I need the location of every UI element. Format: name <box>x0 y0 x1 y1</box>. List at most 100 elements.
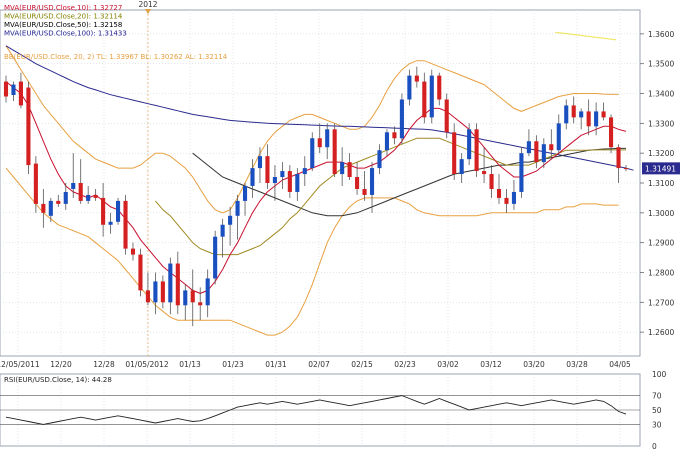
legend-entry: MVA(EUR/USD.Close,50): 1.32158 <box>4 21 122 29</box>
price-tick-label: 1.2900 <box>648 239 674 248</box>
candle <box>183 284 188 321</box>
candle <box>609 114 614 154</box>
candle <box>272 165 277 201</box>
mva20-line <box>155 137 626 256</box>
candle-body <box>101 197 106 225</box>
candle <box>48 197 53 222</box>
candle-body <box>175 263 180 306</box>
candle-body <box>519 153 524 192</box>
candle <box>392 126 397 145</box>
candle-body <box>18 81 23 106</box>
candle <box>384 129 390 157</box>
candle-body <box>138 254 143 291</box>
candle-body <box>586 111 591 127</box>
candle-body <box>571 105 576 118</box>
candle <box>205 269 210 318</box>
candle-body <box>11 84 16 96</box>
year-marker-label: 2012 <box>138 0 157 9</box>
bb-lower-line <box>5 167 619 336</box>
candle <box>564 99 569 130</box>
candle <box>33 156 38 213</box>
candle-body <box>160 281 165 303</box>
candle-body <box>287 171 292 192</box>
rsi-tick-label: 70 <box>652 392 662 401</box>
candle-body <box>594 111 599 127</box>
candle <box>601 102 606 121</box>
x-tick-label: 01/31 <box>265 360 287 369</box>
candle <box>115 197 121 225</box>
legend-entry: MVA(EUR/USD.Close,20): 1.32114 <box>4 13 123 21</box>
candle <box>168 257 173 315</box>
candle <box>317 123 322 154</box>
candle-body <box>362 188 367 195</box>
candle <box>153 272 158 315</box>
candle-body <box>452 132 457 175</box>
candle-body <box>556 123 561 151</box>
candle <box>467 123 472 166</box>
candle <box>3 75 9 103</box>
candle-body <box>482 171 487 175</box>
candle-body <box>347 162 352 178</box>
candle <box>347 153 352 181</box>
candle <box>519 147 524 198</box>
candle <box>616 144 621 183</box>
x-tick-label: 01/13 <box>179 360 201 369</box>
candle-body <box>205 278 210 306</box>
legend-entry: MVA(EUR/USD.Close,10): 1.32727 <box>4 4 122 12</box>
candle-body <box>437 75 442 100</box>
candle-body <box>280 171 285 178</box>
candle <box>310 132 315 172</box>
candle <box>422 72 427 124</box>
candle <box>332 123 337 178</box>
candle-body <box>213 236 218 279</box>
candle-body <box>168 263 173 303</box>
last-price-label: 1.31491 <box>645 164 676 173</box>
candle-body <box>579 111 584 118</box>
candle <box>571 96 576 124</box>
candle-body <box>295 174 300 192</box>
candle <box>175 251 180 315</box>
candle-body <box>325 129 330 148</box>
candle <box>377 144 382 175</box>
candle <box>459 153 464 183</box>
candle <box>108 212 113 234</box>
candle-body <box>190 290 195 303</box>
candle <box>145 272 150 306</box>
candle-body <box>93 194 98 198</box>
candle <box>123 194 128 255</box>
candle <box>228 206 233 246</box>
candle <box>489 165 494 198</box>
candle-body <box>115 200 121 222</box>
candle <box>242 183 248 216</box>
candle <box>369 162 375 213</box>
rsi-tick-label: 0 <box>652 442 657 451</box>
candle-body <box>601 111 606 118</box>
candle-body <box>265 156 270 183</box>
x-tick-label: 04/05 <box>609 360 631 369</box>
trend-line <box>555 31 617 41</box>
candle <box>511 180 517 210</box>
x-tick-label: 03/02 <box>437 360 459 369</box>
candle <box>474 123 479 178</box>
candle-body <box>41 203 46 213</box>
candle <box>213 230 218 285</box>
legend-entry: MVA(EUR/USD.Close,100): 1.31433 <box>4 30 127 38</box>
candle-body <box>369 168 375 195</box>
rsi-line <box>5 395 627 425</box>
candle-body <box>392 132 397 139</box>
candle-body <box>317 138 322 148</box>
price-tick-label: 1.3400 <box>648 90 674 99</box>
candle-body <box>541 144 546 163</box>
candle <box>198 287 203 321</box>
candle <box>429 69 434 124</box>
candle-body <box>355 177 360 189</box>
candle-body <box>489 174 494 189</box>
candle-body <box>511 191 517 204</box>
candle <box>399 93 404 145</box>
candle-body <box>564 105 569 124</box>
x-tick-label: 02/07 <box>308 360 330 369</box>
candle-body <box>534 141 539 163</box>
rsi-label: RSI(EUR/USD.Close, 14): 44.28 <box>4 376 112 384</box>
legend: MVA(EUR/USD.Close,10): 1.32727MVA(EUR/US… <box>4 4 228 61</box>
